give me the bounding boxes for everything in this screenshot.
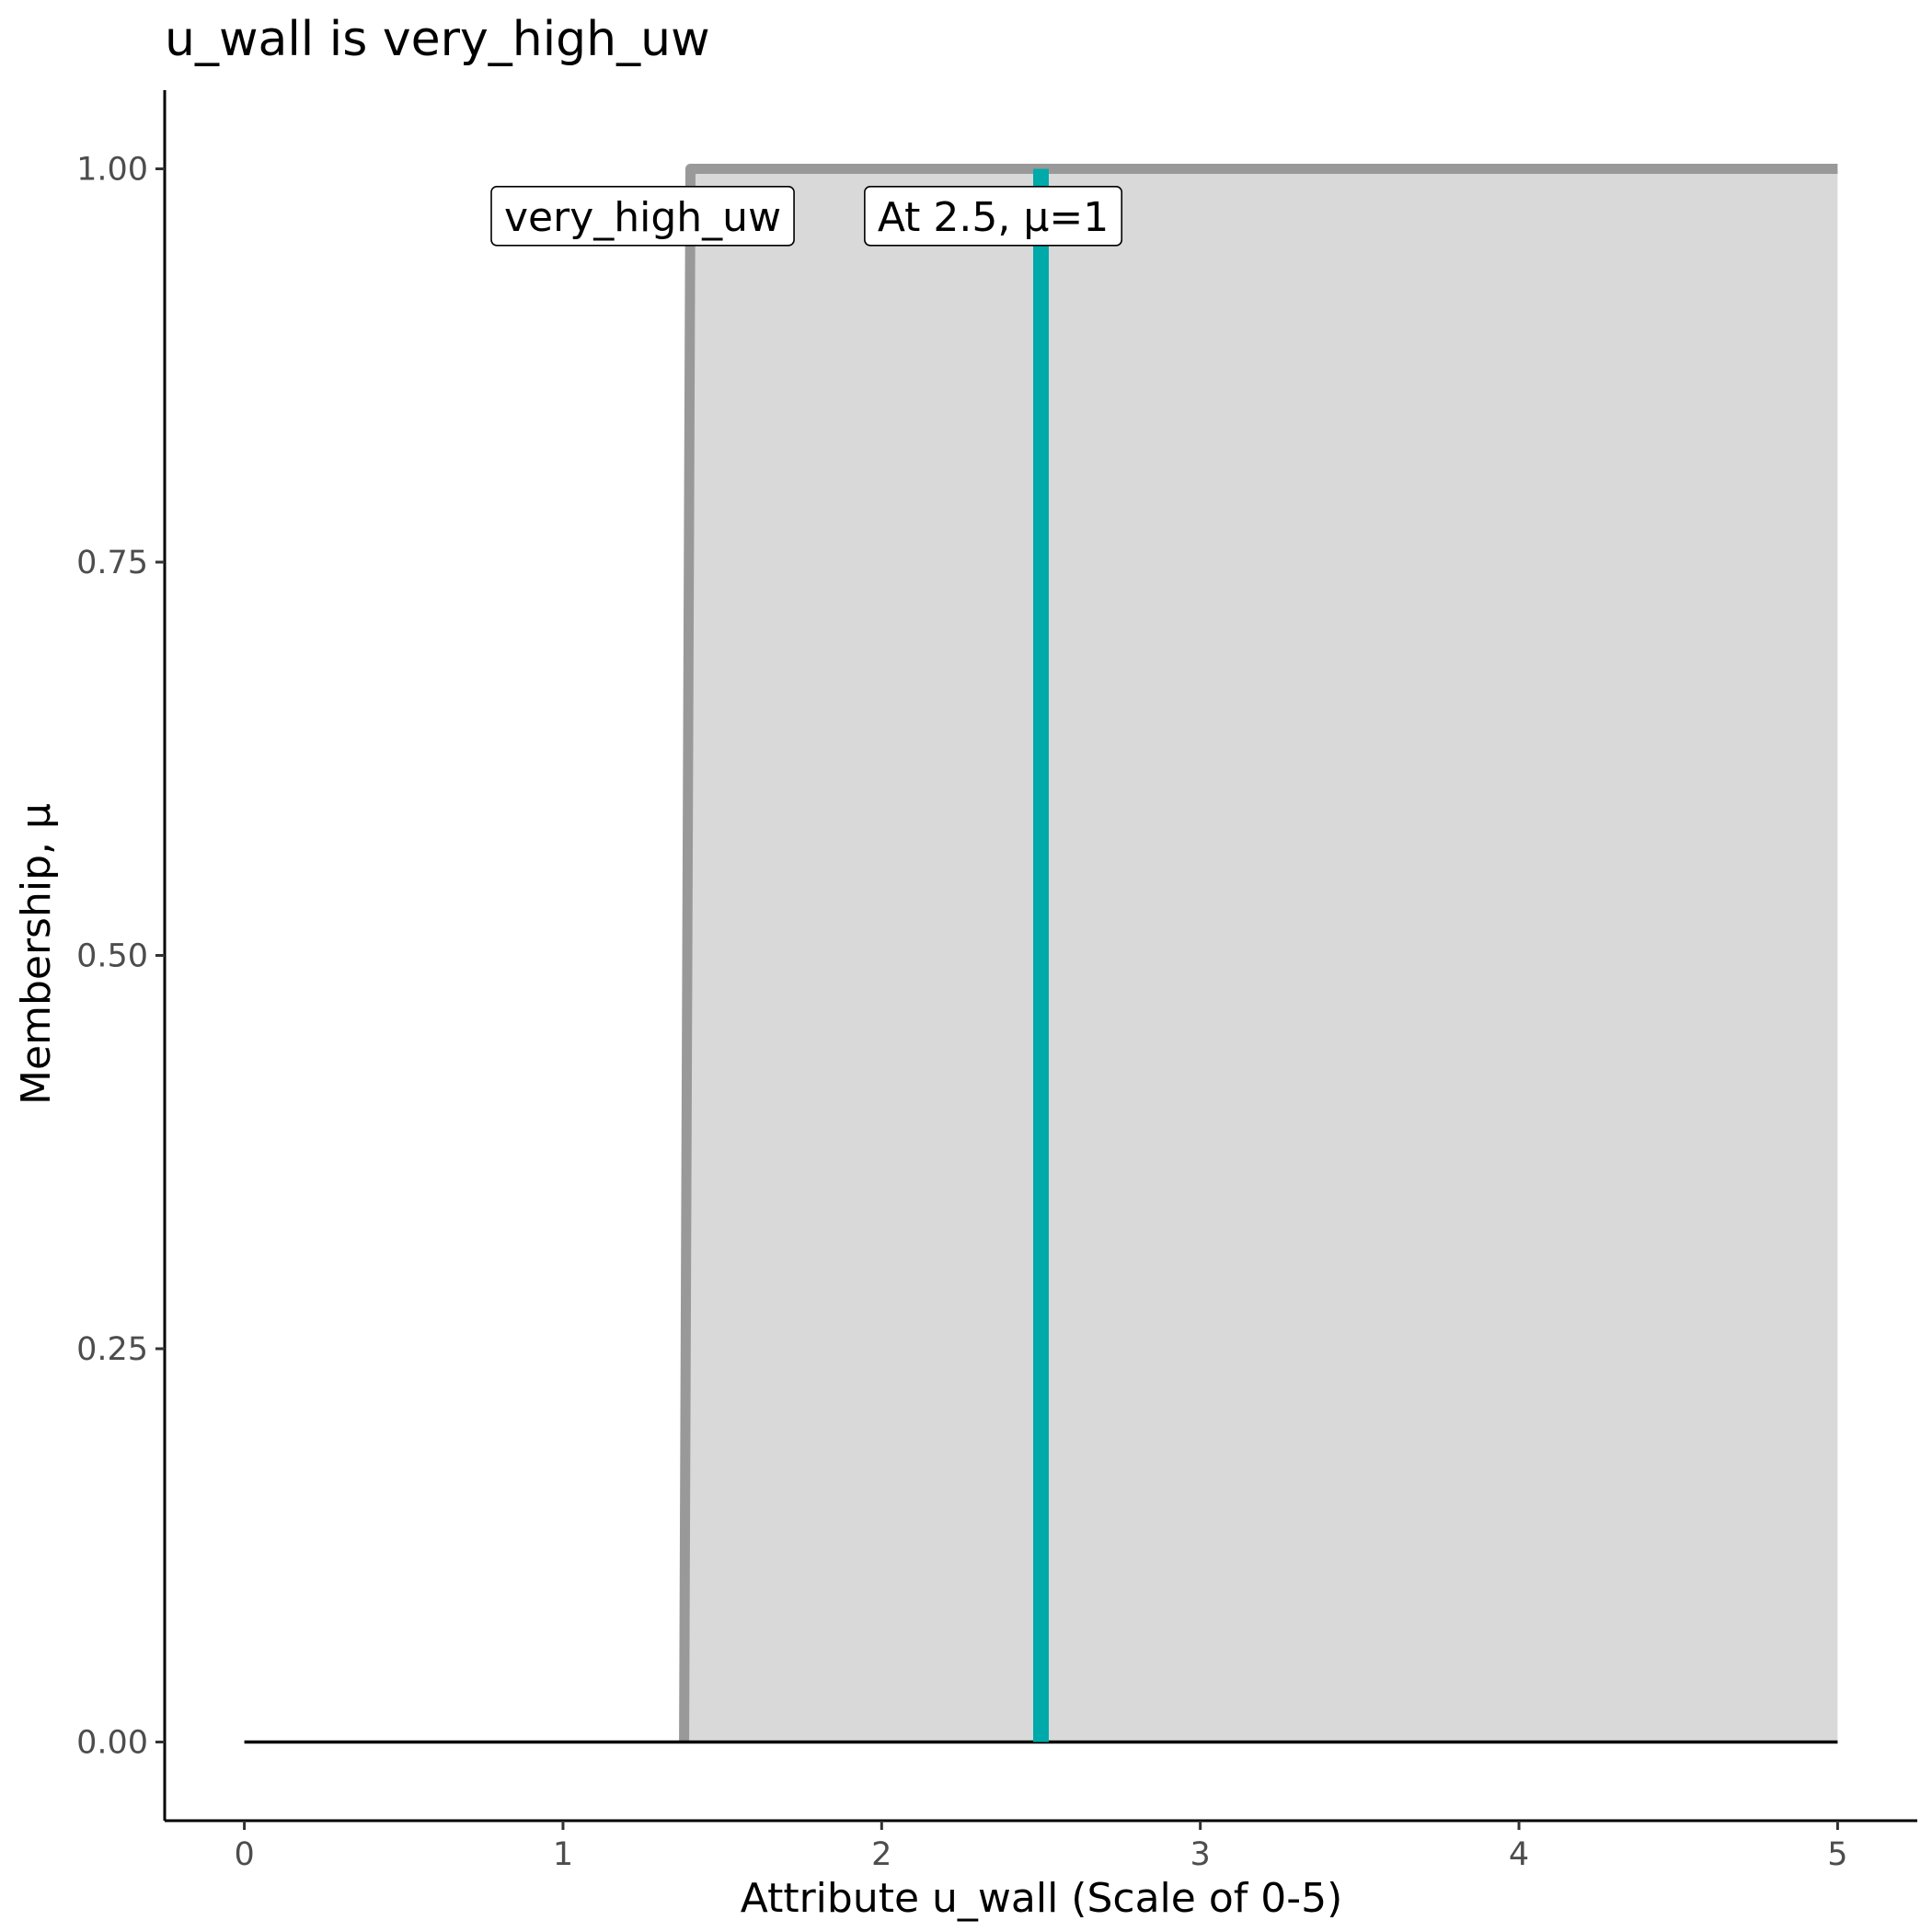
annotation-label: very_high_uw [490,186,795,247]
x-axis-title: Attribute u_wall (Scale of 0-5) [741,1875,1343,1922]
annotation-text: At 2.5, μ=1 [878,194,1109,241]
x-tick-label: 5 [1827,1836,1847,1873]
annotation-text: very_high_uw [504,194,781,241]
annotation-box [864,186,1123,247]
x-tick-label: 1 [553,1836,573,1873]
y-tick-label: 1.00 [76,152,148,189]
x-tick-label: 0 [234,1836,254,1873]
y-tick-label: 0.50 [76,938,148,975]
y-tick-label: 0.75 [76,545,148,581]
membership-line [679,164,1838,1742]
x-tick-label: 4 [1509,1836,1529,1873]
annotation-box [490,186,795,247]
plot-area: very_high_uw At 2.5, μ=1 [244,164,1838,1744]
annotation-label: At 2.5, μ=1 [864,186,1123,247]
y-tick-label: 0.25 [76,1331,148,1368]
x-tick-label: 2 [871,1836,891,1873]
x-tick-label: 3 [1190,1836,1211,1873]
y-tick-label: 0.00 [76,1725,148,1762]
chart-title: u_wall is very_high_uw [165,12,710,67]
y-axis-title: Membership, μ [13,803,60,1105]
axes: 0 1 2 3 4 5 0.00 0.25 0.50 0.75 1.00 [76,90,1917,1873]
